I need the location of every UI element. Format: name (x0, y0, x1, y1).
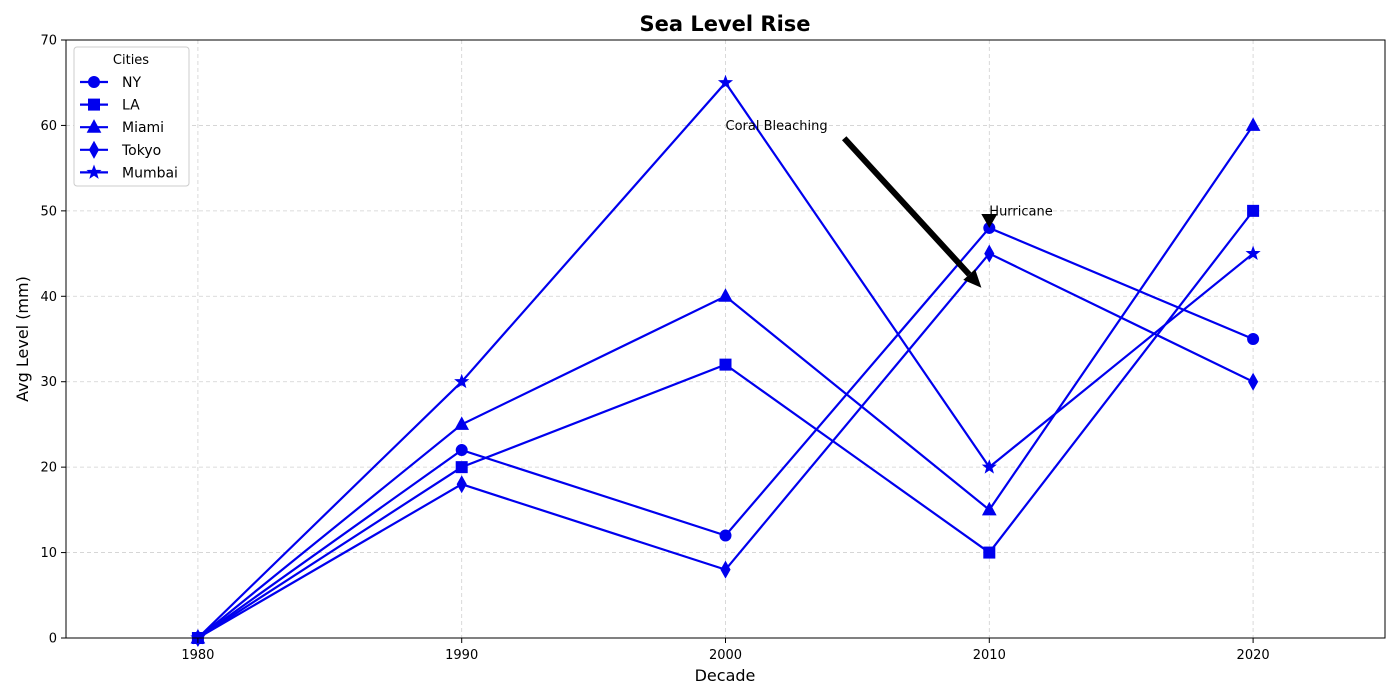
x-axis-title: Decade (695, 666, 756, 685)
data-point-tokyo (984, 244, 995, 263)
legend-label: LA (122, 98, 140, 114)
legend-label: Miami (122, 120, 164, 136)
x-tick-label: 1980 (181, 648, 214, 663)
data-point-la (1247, 204, 1260, 217)
data-point-ny (455, 444, 468, 457)
legend-marker-la (88, 98, 100, 111)
legend-title: Cities (113, 53, 149, 68)
x-tick-label: 2000 (709, 648, 742, 663)
y-tick-label: 60 (40, 119, 57, 134)
y-tick-label: 50 (40, 204, 57, 219)
data-point-la (719, 358, 732, 371)
y-tick-label: 30 (40, 375, 57, 390)
data-point-miami (981, 501, 997, 516)
data-point-tokyo (456, 475, 467, 494)
y-tick-label: 20 (40, 461, 57, 476)
annotation-text: Hurricane (989, 204, 1052, 219)
legend-item-la: LA (80, 98, 140, 114)
chart-title: Sea Level Rise (639, 12, 810, 36)
data-point-miami (454, 416, 470, 430)
legend-label: Tokyo (121, 143, 161, 159)
data-point-mumbai (981, 459, 997, 474)
legend-item-miami: Miami (80, 119, 164, 136)
data-point-mumbai (1245, 245, 1261, 261)
legend-marker-tokyo (88, 140, 100, 159)
annotation-arrow-head (981, 213, 998, 228)
legend: Cities NY LA Miami Tokyo Mumbai (73, 46, 190, 187)
annotation-arrow-shaft (841, 136, 972, 277)
x-tick-label: 2010 (973, 648, 1006, 663)
data-point-mumbai (454, 373, 470, 389)
legend-item-ny: NY (80, 75, 141, 91)
data-point-la (455, 461, 468, 474)
annotations: Coral Bleaching Hurricane (726, 119, 1053, 288)
data-point-mumbai (717, 74, 734, 90)
y-axis-title: Avg Level (mm) (13, 276, 32, 402)
annotation-arrow-head (963, 269, 982, 288)
series-tokyo (192, 244, 1259, 648)
data-point-tokyo (1248, 372, 1259, 391)
annotation-text: Coral Bleaching (726, 119, 828, 134)
legend-label: Mumbai (122, 165, 178, 181)
y-tick-label: 70 (40, 34, 57, 49)
data-point-miami (718, 288, 733, 302)
y-tick-label: 40 (40, 290, 57, 305)
legend-marker-mumbai (86, 164, 102, 179)
data-point-tokyo (720, 560, 731, 579)
legend-label: NY (122, 75, 141, 91)
legend-marker-ny (88, 76, 100, 88)
data-point-ny (1247, 333, 1260, 345)
data-point-ny (719, 529, 732, 542)
legend-item-tokyo: Tokyo (80, 140, 161, 159)
series-layer (190, 74, 1261, 648)
legend-item-mumbai: Mumbai (80, 164, 178, 181)
y-tick-label: 0 (49, 632, 57, 647)
data-point-la (983, 546, 996, 559)
x-tick-label: 1990 (445, 648, 478, 663)
axis-ticks: 1980 1990 2000 2010 2020 0 10 20 30 40 50 60 70 (40, 34, 1269, 664)
data-point-miami (1245, 117, 1261, 131)
x-tick-label: 2020 (1237, 648, 1270, 663)
legend-marker-miami (86, 119, 102, 133)
y-tick-label: 10 (40, 546, 57, 561)
